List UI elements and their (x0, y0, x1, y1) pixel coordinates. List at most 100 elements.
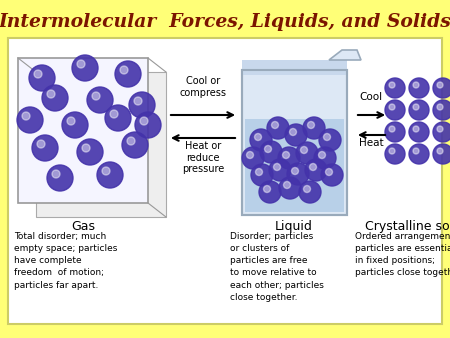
Circle shape (413, 126, 419, 132)
Circle shape (314, 147, 336, 169)
Circle shape (299, 181, 321, 203)
Circle shape (274, 164, 280, 170)
Circle shape (296, 142, 318, 164)
Circle shape (52, 170, 60, 178)
Circle shape (437, 126, 443, 132)
Circle shape (433, 100, 450, 120)
Circle shape (29, 65, 55, 91)
Circle shape (289, 128, 297, 136)
Circle shape (409, 100, 429, 120)
Circle shape (409, 78, 429, 98)
Circle shape (32, 135, 58, 161)
Circle shape (251, 164, 273, 186)
Circle shape (433, 122, 450, 142)
Circle shape (303, 117, 325, 139)
Text: Gas: Gas (71, 220, 95, 233)
Circle shape (42, 85, 68, 111)
Text: Total disorder; much
empty space; particles
have complete
freedom  of motion;
pa: Total disorder; much empty space; partic… (14, 232, 117, 290)
Circle shape (255, 134, 261, 141)
Circle shape (389, 126, 395, 132)
Circle shape (22, 112, 30, 120)
Circle shape (319, 151, 325, 159)
Circle shape (285, 124, 307, 146)
Circle shape (134, 97, 142, 105)
Circle shape (307, 121, 315, 128)
Circle shape (283, 151, 289, 159)
Circle shape (389, 148, 395, 154)
Text: Liquid: Liquid (275, 220, 313, 233)
Circle shape (321, 164, 343, 186)
Circle shape (247, 151, 253, 159)
Circle shape (324, 134, 330, 141)
Circle shape (259, 181, 281, 203)
Circle shape (319, 129, 341, 151)
Circle shape (310, 164, 316, 170)
Circle shape (256, 169, 262, 175)
Circle shape (260, 141, 282, 163)
Text: Crystalline solid: Crystalline solid (365, 220, 450, 233)
Circle shape (110, 110, 118, 118)
Circle shape (269, 159, 291, 181)
Text: Intermolecular  Forces, Liquids, and Solids: Intermolecular Forces, Liquids, and Soli… (0, 13, 450, 31)
Polygon shape (329, 50, 361, 60)
FancyBboxPatch shape (242, 60, 347, 75)
Text: Cool or
compress: Cool or compress (180, 76, 226, 98)
Circle shape (77, 139, 103, 165)
Circle shape (385, 100, 405, 120)
Circle shape (82, 144, 90, 152)
Circle shape (433, 144, 450, 164)
Circle shape (271, 121, 279, 128)
Text: Heat or
reduce
pressure: Heat or reduce pressure (182, 141, 224, 174)
Text: Cool: Cool (360, 92, 382, 102)
Circle shape (305, 159, 327, 181)
Circle shape (284, 182, 291, 189)
Circle shape (47, 165, 73, 191)
Circle shape (17, 107, 43, 133)
Circle shape (72, 55, 98, 81)
Circle shape (105, 105, 131, 131)
Circle shape (92, 92, 100, 100)
Circle shape (120, 66, 128, 74)
Circle shape (140, 117, 148, 125)
Text: Heat: Heat (359, 138, 383, 148)
Circle shape (242, 147, 264, 169)
Polygon shape (242, 70, 347, 215)
Circle shape (250, 129, 272, 151)
Circle shape (303, 186, 310, 193)
Circle shape (287, 163, 309, 185)
Circle shape (97, 162, 123, 188)
Circle shape (122, 132, 148, 158)
Circle shape (87, 87, 113, 113)
Circle shape (437, 82, 443, 88)
Text: Ordered arrangement;
particles are essentially
in fixed positions;
particles clo: Ordered arrangement; particles are essen… (355, 232, 450, 277)
Circle shape (409, 122, 429, 142)
Circle shape (413, 104, 419, 110)
Circle shape (389, 104, 395, 110)
Circle shape (135, 112, 161, 138)
Circle shape (265, 145, 271, 152)
Circle shape (47, 90, 55, 98)
Circle shape (292, 168, 298, 174)
Circle shape (433, 78, 450, 98)
Circle shape (325, 169, 333, 175)
Circle shape (278, 147, 300, 169)
Circle shape (115, 61, 141, 87)
Circle shape (129, 92, 155, 118)
FancyBboxPatch shape (8, 38, 442, 324)
Circle shape (301, 146, 307, 153)
Circle shape (34, 70, 42, 78)
FancyBboxPatch shape (18, 58, 148, 203)
Circle shape (102, 167, 110, 175)
Circle shape (67, 117, 75, 125)
Text: Disorder; particles
or clusters of
particles are free
to move relative to
each o: Disorder; particles or clusters of parti… (230, 232, 324, 302)
Circle shape (413, 82, 419, 88)
Circle shape (37, 140, 45, 148)
Circle shape (385, 144, 405, 164)
Circle shape (389, 82, 395, 88)
Circle shape (264, 186, 270, 193)
Circle shape (437, 148, 443, 154)
Circle shape (413, 148, 419, 154)
Polygon shape (245, 119, 344, 212)
Circle shape (267, 117, 289, 139)
FancyBboxPatch shape (36, 72, 166, 217)
